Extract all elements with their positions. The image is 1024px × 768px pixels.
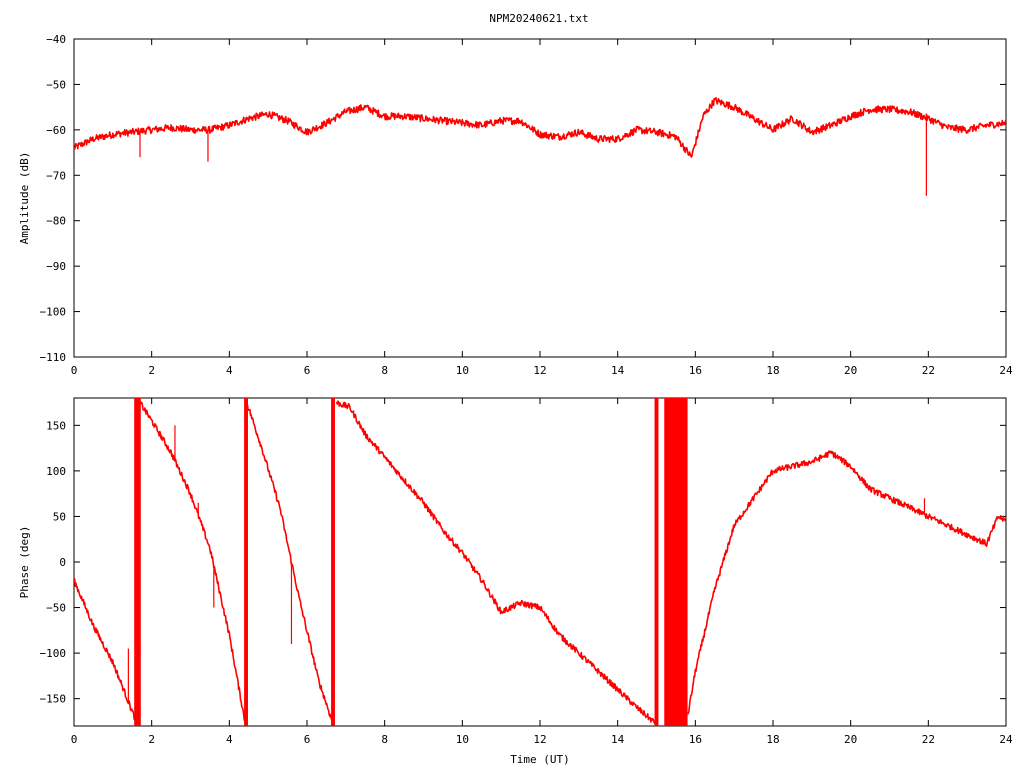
x-tick-label: 16: [689, 733, 702, 746]
x-tick-label: 18: [766, 733, 779, 746]
y-tick-label: −100: [40, 647, 67, 660]
x-tick-label: 4: [226, 733, 233, 746]
phase-wrap-band: [664, 398, 688, 726]
x-tick-label: 4: [226, 364, 233, 377]
y-tick-label: 50: [53, 510, 66, 523]
chart-title: NPM20240621.txt: [489, 12, 588, 25]
y-tick-label: −80: [46, 215, 66, 228]
y-tick-label: 150: [46, 419, 66, 432]
series-line: [686, 450, 1006, 715]
series-line: [246, 402, 334, 722]
phase-wrap-band: [134, 398, 141, 726]
phase-wrap-band: [654, 398, 659, 726]
y-tick-label: −50: [46, 78, 66, 91]
y-axis-label: Phase (deg): [18, 526, 31, 599]
x-tick-label: 10: [456, 364, 469, 377]
x-tick-label: 18: [766, 364, 779, 377]
x-tick-label: 2: [148, 364, 155, 377]
y-tick-label: −110: [40, 351, 67, 364]
y-tick-label: −50: [46, 602, 66, 615]
series-line: [74, 578, 137, 722]
series-line: [335, 400, 658, 726]
y-tick-label: −70: [46, 169, 66, 182]
x-tick-label: 14: [611, 364, 625, 377]
y-tick-label: −40: [46, 33, 66, 46]
y-axis-label: Amplitude (dB): [18, 152, 31, 245]
y-tick-label: 100: [46, 465, 66, 478]
x-tick-label: 14: [611, 733, 625, 746]
phase-plot: 0 2 4 6 8 10 12 14 16 18 20 22 24−150−100−5005010015…: [18, 397, 1013, 766]
x-tick-label: 24: [999, 733, 1013, 746]
x-tick-label: 22: [922, 733, 935, 746]
amplitude-plot: 0 2 4 6 8 10 12 14 16 18 20 22 24−110−100−90−80−70−6…: [18, 33, 1013, 377]
x-tick-label: 20: [844, 364, 857, 377]
phase-wrap-band: [244, 398, 248, 726]
x-tick-label: 2: [148, 733, 155, 746]
x-tick-label: 8: [381, 364, 388, 377]
x-tick-label: 10: [456, 733, 469, 746]
x-tick-label: 22: [922, 364, 935, 377]
x-tick-label: 6: [304, 733, 311, 746]
x-tick-label: 24: [999, 364, 1013, 377]
x-tick-label: 8: [381, 733, 388, 746]
x-tick-label: 12: [533, 364, 546, 377]
x-axis-label: Time (UT): [510, 753, 570, 766]
x-tick-label: 12: [533, 733, 546, 746]
y-tick-label: −150: [40, 693, 67, 706]
y-tick-label: 0: [59, 556, 66, 569]
x-tick-label: 20: [844, 733, 857, 746]
y-tick-label: −90: [46, 260, 66, 273]
phase-wrap-band: [331, 398, 335, 726]
x-tick-label: 6: [304, 364, 311, 377]
y-tick-label: −100: [40, 306, 67, 319]
x-tick-label: 0: [71, 733, 78, 746]
series-line: [139, 401, 246, 722]
series-line: [74, 97, 1006, 158]
x-tick-label: 0: [71, 364, 78, 377]
y-tick-label: −60: [46, 124, 66, 137]
plot-frame: [73, 38, 1007, 358]
x-tick-label: 16: [689, 364, 702, 377]
